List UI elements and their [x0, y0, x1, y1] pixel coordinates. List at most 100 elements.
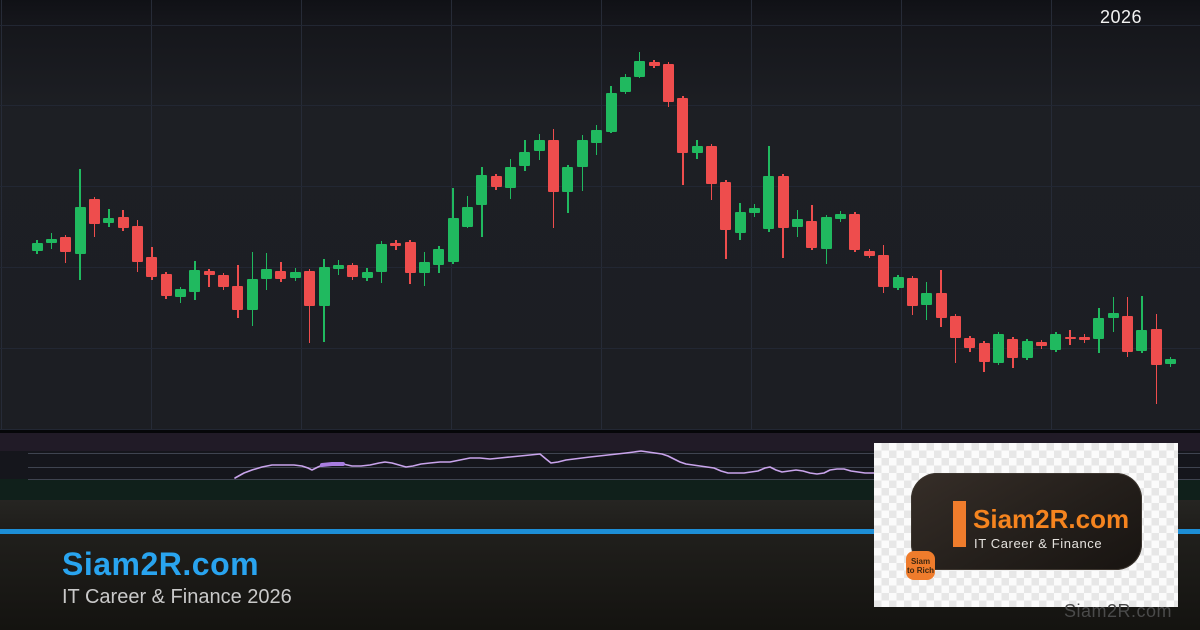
candle-body-up: [1021, 341, 1033, 358]
candle-body-down: [131, 226, 143, 262]
badge-line2: to Rich: [906, 565, 935, 575]
candle-body-up: [634, 61, 646, 77]
candle-body-up: [763, 176, 775, 229]
candle-body-down: [1122, 316, 1134, 352]
candle-body-down: [304, 271, 316, 306]
badge-line1: Siam: [910, 556, 931, 566]
candle-body-down: [203, 271, 215, 275]
candle-body-up: [820, 217, 832, 249]
brand-title: Siam2R.com: [62, 546, 260, 582]
candle-body-down: [275, 271, 287, 279]
siam-to-rich-badge: Siam to Rich: [906, 551, 935, 580]
vertical-gridline: [1051, 0, 1052, 430]
candle-body-down: [390, 243, 402, 246]
candle-body-down: [878, 255, 890, 287]
candle-body-down: [490, 176, 502, 187]
candle-body-up: [619, 77, 631, 92]
pane-divider: [0, 430, 1200, 433]
candle-body-up: [691, 146, 703, 153]
candle-body-up: [591, 130, 603, 143]
candle-body-down: [232, 286, 244, 310]
candle-body-up: [749, 208, 760, 213]
candle-wick-down: [308, 269, 311, 343]
candle-body-down: [949, 316, 961, 338]
candle-body-up: [1107, 313, 1119, 318]
candle-body-up: [576, 140, 588, 167]
candle-body-up: [921, 293, 933, 305]
candle-body-down: [1150, 329, 1162, 365]
candle-body-down: [648, 62, 660, 66]
candle-body-up: [892, 277, 904, 288]
candle-body-down: [705, 146, 717, 184]
candle-body-up: [375, 244, 387, 272]
horizontal-gridline: [0, 267, 1200, 268]
candle-body-up: [289, 272, 301, 278]
year-label: 2026: [1099, 7, 1142, 27]
candle-body-up: [1136, 330, 1148, 351]
candle-body-down: [1064, 337, 1076, 339]
candle-body-up: [1093, 318, 1105, 339]
candle-body-up: [519, 152, 531, 166]
candle-body-up: [505, 167, 517, 188]
candle-body-up: [418, 262, 430, 273]
candle-body-down: [863, 251, 875, 256]
candle-body-down: [1036, 342, 1047, 346]
candle-body-up: [361, 272, 373, 278]
candle-body-up: [835, 214, 847, 219]
candle-body-down: [60, 237, 72, 252]
candle-body-up: [433, 249, 445, 265]
candle-body-down: [677, 98, 689, 153]
candle-body-down: [548, 140, 560, 192]
candle-body-down: [935, 293, 947, 318]
candle-body-up: [605, 93, 617, 132]
blue-divider-line: [0, 529, 1200, 534]
indicator-gridline: [28, 479, 1200, 480]
candle-body-up: [533, 140, 545, 151]
candle-body-up: [261, 269, 273, 279]
candle-wick-up: [1141, 296, 1143, 353]
candle-body-up: [476, 175, 488, 205]
candle-body-up: [74, 207, 86, 254]
vertical-gridline: [601, 0, 602, 430]
logo-image-checkered: Siam2R.com IT Career & Finance Siam to R…: [874, 443, 1178, 607]
candle-body-up: [562, 167, 574, 192]
vertical-gridline: [901, 0, 902, 430]
candle-body-up: [246, 279, 258, 310]
candle-body-down: [1007, 339, 1019, 358]
candle-body-down: [347, 265, 359, 277]
candle-body-up: [734, 212, 746, 233]
candle-body-up: [447, 218, 459, 262]
candle-body-down: [662, 64, 674, 102]
candle-body-up: [992, 334, 1004, 363]
candlestick-chart: 2026: [0, 0, 1200, 430]
candle-body-up: [332, 265, 344, 269]
candle-body-up: [189, 270, 201, 292]
candle-body-down: [964, 338, 976, 348]
candle-body-down: [218, 275, 230, 287]
horizontal-gridline: [0, 105, 1200, 106]
candle-body-down: [88, 199, 100, 224]
horizontal-gridline: [0, 348, 1200, 349]
candle-body-down: [849, 214, 861, 250]
siam2r-logo-card: Siam2R.com IT Career & Finance: [911, 473, 1142, 570]
watermark-text: Siam2R.com: [1064, 601, 1173, 621]
candle-body-up: [45, 239, 57, 243]
candle-wick-down: [208, 269, 210, 287]
candle-body-up: [462, 207, 473, 227]
candle-body-down: [906, 278, 918, 306]
horizontal-gridline: [0, 429, 1200, 430]
logo-title: Siam2R.com: [973, 504, 1130, 534]
vertical-gridline: [1, 0, 2, 430]
candle-body-down: [117, 217, 129, 228]
logo-subtitle: IT Career & Finance: [974, 536, 1103, 551]
vertical-gridline: [151, 0, 152, 430]
candle-body-up: [103, 218, 115, 223]
candle-body-down: [777, 176, 789, 228]
candle-body-down: [404, 242, 416, 273]
candle-body-down: [806, 221, 818, 248]
candle-body-up: [318, 267, 330, 306]
vertical-gridline: [301, 0, 302, 430]
candle-body-down: [720, 182, 732, 230]
vertical-gridline: [451, 0, 452, 430]
